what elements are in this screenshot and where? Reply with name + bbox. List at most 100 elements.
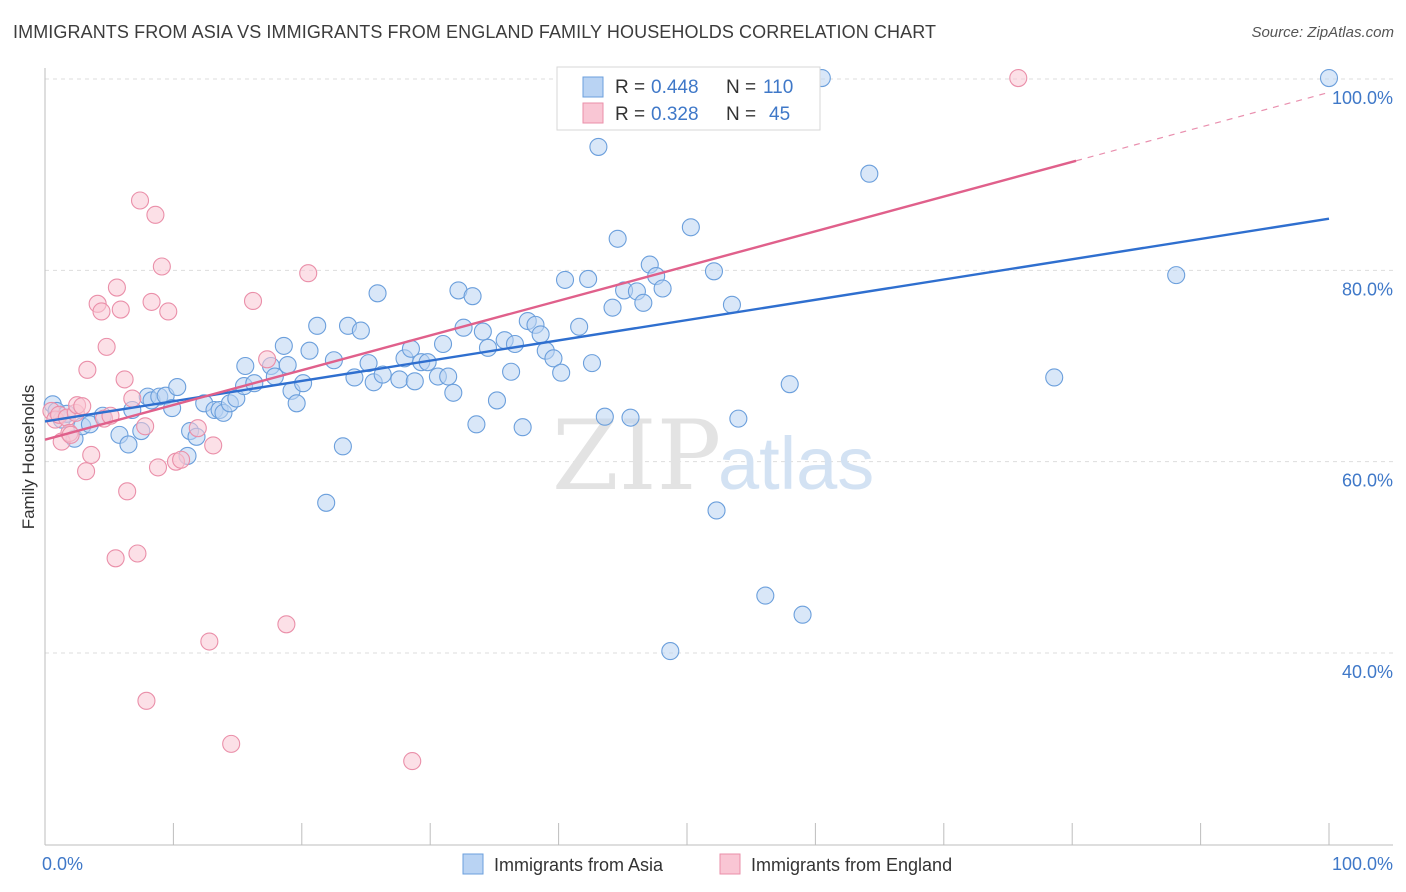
asia-point-97 — [756, 586, 775, 605]
england-point-41 — [277, 615, 296, 634]
legend-r-label-england: R = — [615, 104, 645, 125]
asia-point-77 — [570, 317, 589, 336]
asia-point-74 — [544, 349, 563, 368]
asia-point-32 — [274, 336, 293, 355]
y-tick-label-2: 60.0% — [1342, 471, 1393, 491]
england-point-43 — [403, 752, 422, 771]
asia-point-72 — [531, 325, 550, 344]
legend-r-value-england: 0.328 — [651, 104, 699, 125]
asia-point-67 — [502, 362, 521, 381]
asia-point-68 — [505, 334, 524, 354]
trend-line-asia — [44, 217, 1330, 423]
england-point-9 — [73, 397, 92, 416]
y-tick-label-3: 40.0% — [1342, 662, 1393, 682]
england-point-30 — [148, 458, 168, 477]
england-point-16 — [97, 337, 116, 356]
asia-point-78 — [579, 269, 598, 288]
england-point-10 — [77, 462, 96, 481]
asia-point-91 — [661, 642, 680, 661]
watermark-atlas: atlas — [718, 422, 874, 505]
asia-point-94 — [707, 501, 726, 520]
x-axis-tick-labels: 0.0% 100.0% — [42, 854, 1393, 874]
england-point-29 — [146, 205, 165, 224]
legend-swatch-england — [582, 102, 604, 124]
legend-n-value-england: 45 — [769, 104, 790, 125]
asia-point-56 — [433, 334, 453, 354]
legend-r-label-asia: R = — [615, 77, 645, 98]
england-point-40 — [258, 350, 277, 369]
england-point-22 — [118, 482, 137, 501]
asia-point-83 — [608, 229, 627, 248]
asia-point-75 — [552, 363, 571, 382]
x-tick-label-min: 0.0% — [42, 854, 83, 874]
asia-point-44 — [351, 321, 370, 340]
asia-point-36 — [294, 374, 313, 393]
asia-point-39 — [317, 493, 336, 512]
chart-title: IMMIGRANTS FROM ASIA VS IMMIGRANTS FROM … — [13, 22, 937, 42]
asia-point-76 — [555, 270, 575, 289]
england-point-44 — [1009, 68, 1028, 88]
asia-point-35 — [287, 394, 306, 413]
asia-point-90 — [653, 279, 672, 298]
asia-point-17 — [168, 377, 187, 397]
england-point-28 — [142, 292, 161, 311]
asia-point-93 — [704, 262, 724, 281]
england-point-31 — [152, 257, 171, 276]
asia-point-82 — [603, 298, 622, 317]
asia-point-79 — [582, 354, 602, 373]
x-axis-ticks — [44, 823, 1330, 845]
england-point-25 — [130, 191, 150, 210]
y-axis-tick-labels: 100.0% 80.0% 60.0% 40.0% — [1332, 88, 1393, 682]
asia-point-49 — [390, 370, 409, 389]
asia-point-38 — [308, 316, 327, 335]
series-england-points — [42, 68, 1028, 771]
asia-point-52 — [405, 372, 424, 391]
england-point-37 — [204, 436, 223, 455]
stats-legend: R = 0.448 N = 110 R = 0.328 N = 45 — [556, 66, 821, 131]
asia-point-48 — [373, 365, 392, 384]
asia-point-80 — [589, 137, 608, 156]
legend-n-label-england: N = — [726, 104, 756, 125]
england-point-39 — [243, 291, 263, 310]
asia-point-61 — [463, 287, 482, 306]
england-point-18 — [106, 549, 125, 568]
england-point-26 — [136, 417, 155, 436]
england-point-14 — [92, 302, 111, 321]
x-tick-label-max: 100.0% — [1332, 854, 1393, 874]
england-point-24 — [128, 544, 147, 563]
asia-point-92 — [681, 218, 700, 237]
england-point-11 — [78, 360, 97, 379]
y-axis-title: Family Households — [19, 385, 38, 530]
y-tick-label-0: 100.0% — [1332, 88, 1393, 108]
trend-line-england-extension — [1075, 91, 1330, 162]
asia-point-96 — [729, 409, 748, 428]
england-point-21 — [115, 370, 134, 389]
england-point-23 — [123, 389, 142, 408]
asia-point-69 — [513, 418, 532, 437]
asia-point-102 — [1045, 368, 1064, 387]
bottom-legend-label-asia: Immigrants from Asia — [494, 855, 664, 875]
series-asia-points — [43, 68, 1339, 661]
asia-point-64 — [478, 338, 498, 357]
bottom-legend-swatch-england — [719, 853, 741, 875]
asia-point-9 — [119, 435, 138, 454]
england-point-36 — [200, 632, 219, 651]
asia-point-57 — [439, 367, 458, 386]
asia-point-63 — [473, 322, 492, 341]
england-point-27 — [137, 691, 156, 710]
asia-point-99 — [793, 605, 812, 624]
asia-point-103 — [1167, 266, 1186, 285]
england-point-35 — [188, 419, 207, 438]
asia-point-95 — [722, 295, 741, 314]
asia-point-87 — [634, 293, 653, 312]
asia-point-85 — [621, 408, 640, 427]
bottom-legend-label-england: Immigrants from England — [751, 855, 952, 875]
asia-point-28 — [236, 356, 255, 376]
england-point-42 — [299, 264, 318, 283]
y-tick-label-1: 80.0% — [1342, 279, 1393, 299]
asia-point-104 — [1319, 68, 1339, 88]
asia-point-65 — [487, 391, 507, 410]
trend-lines — [44, 91, 1330, 441]
asia-point-62 — [467, 415, 486, 434]
